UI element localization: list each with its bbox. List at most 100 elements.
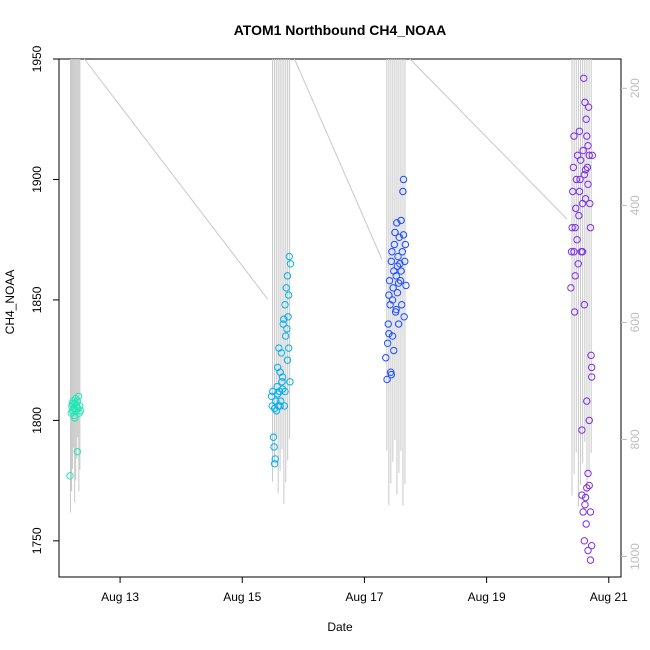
data-point <box>587 373 596 381</box>
data-point <box>584 180 592 188</box>
data-point <box>279 320 287 328</box>
data-point <box>385 329 393 338</box>
data-point <box>393 219 401 227</box>
data-point <box>398 248 407 256</box>
data-point <box>282 284 290 292</box>
data-point <box>284 344 293 352</box>
data-point <box>383 339 392 347</box>
data-point <box>394 252 402 261</box>
secondary-tick-label: 400 <box>628 195 642 215</box>
data-point <box>569 187 577 196</box>
data-point <box>272 407 281 415</box>
data-point <box>286 260 295 268</box>
data-point <box>402 281 410 290</box>
data-point <box>74 392 83 401</box>
data-point <box>576 156 585 164</box>
data-point <box>382 354 390 362</box>
data-point <box>270 404 279 413</box>
y-tick-label: 1900 <box>30 166 44 193</box>
data-point <box>584 469 592 478</box>
data-point <box>584 546 592 555</box>
data-point <box>270 443 278 451</box>
x-tick-label: Aug 13 <box>101 590 139 604</box>
secondary-tick-label: 200 <box>628 78 642 98</box>
data-point <box>393 289 402 297</box>
data-point <box>391 228 399 237</box>
data-point <box>281 332 290 340</box>
data-point <box>575 127 584 135</box>
data-point <box>569 163 578 172</box>
data-point <box>586 508 595 516</box>
data-point <box>570 132 578 140</box>
data-point <box>283 325 291 333</box>
data-point <box>580 170 589 179</box>
data-point <box>583 484 591 492</box>
chart-title: ATOM1 Northbound CH4_NOAA <box>234 22 447 38</box>
data-point <box>581 195 590 203</box>
data-point <box>281 301 289 309</box>
secondary-tick-label: 800 <box>628 429 642 449</box>
data-point <box>583 132 591 140</box>
data-point <box>587 541 596 550</box>
x-tick-label: Aug 21 <box>590 590 628 604</box>
data-point <box>397 216 405 225</box>
data-point <box>582 115 590 123</box>
data-point <box>388 248 396 256</box>
profile-lines <box>70 58 592 513</box>
data-point <box>396 276 405 285</box>
data-point <box>586 223 595 232</box>
data-point <box>66 472 74 480</box>
data-points <box>66 74 596 564</box>
transit-line <box>83 58 268 300</box>
data-point <box>394 320 403 328</box>
data-point <box>269 433 278 441</box>
data-point <box>390 346 398 355</box>
data-point <box>584 142 592 150</box>
data-point <box>387 257 396 266</box>
x-tick-label: Aug 17 <box>345 590 383 604</box>
data-point <box>584 103 593 111</box>
data-point <box>397 301 406 309</box>
data-point <box>74 404 82 413</box>
data-point <box>388 296 397 304</box>
data-point <box>385 276 394 285</box>
y-axis: 1750 1800 1850 1900 1950 <box>30 45 59 554</box>
data-point <box>270 460 279 468</box>
data-point <box>385 291 393 299</box>
data-point <box>271 455 279 463</box>
data-point <box>580 301 589 309</box>
data-point <box>273 390 282 398</box>
data-point <box>581 493 590 502</box>
data-point <box>277 397 285 405</box>
data-point <box>585 481 593 490</box>
data-point <box>284 313 292 321</box>
x-tick-label: Aug 15 <box>223 590 261 604</box>
data-point <box>573 235 581 244</box>
data-point <box>401 240 410 249</box>
data-point <box>267 392 276 401</box>
data-point <box>277 349 286 357</box>
data-point <box>283 356 292 364</box>
data-point <box>586 556 595 564</box>
data-point <box>383 375 391 384</box>
data-point <box>575 187 584 196</box>
data-point <box>568 223 576 232</box>
y-axis-label: CH4_NOAA <box>3 270 17 335</box>
y-tick-label: 1850 <box>30 286 44 313</box>
data-point <box>73 397 82 405</box>
data-point <box>581 98 589 107</box>
transit-line <box>409 58 568 220</box>
data-point <box>567 284 575 292</box>
data-point <box>393 262 402 270</box>
data-point <box>581 501 589 509</box>
data-point <box>278 373 287 381</box>
secondary-tick-label: 600 <box>628 312 642 332</box>
data-point <box>388 332 397 340</box>
transit-line <box>294 58 383 260</box>
data-point <box>567 248 576 256</box>
data-point <box>76 407 85 415</box>
data-point <box>389 284 397 292</box>
data-point <box>586 199 594 208</box>
data-point <box>399 187 407 196</box>
